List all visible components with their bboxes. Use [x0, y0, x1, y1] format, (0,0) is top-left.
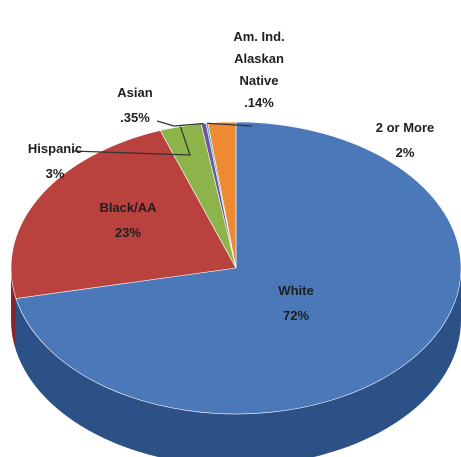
slice-label-line: Native [239, 73, 278, 88]
pie-side-0 [15, 268, 461, 457]
slice-label-line: 23% [115, 225, 141, 240]
slice-label-line: .35% [120, 110, 150, 125]
slice-label-line: 72% [283, 308, 309, 323]
label-group: White 72% Black/AA 23% Hispanic 3% Asian .35% Am… [28, 29, 434, 323]
leader-line-group [71, 120, 253, 156]
slice-label-4: Am. Ind. Alaskan Native .14% [233, 29, 284, 110]
slice-label-line: Black/AA [99, 200, 157, 215]
pie-slice-0 [15, 121, 461, 415]
slice-label-line: Alaskan [234, 51, 284, 66]
pie-top-group [10, 121, 461, 415]
slice-label-5: 2 or More 2% [376, 120, 435, 160]
slice-label-line: 2% [396, 145, 415, 160]
slice-label-3: Asian .35% [117, 85, 152, 125]
slice-label-line: .14% [244, 95, 274, 110]
leader-line-2 [206, 122, 253, 127]
slice-label-line: 3% [46, 166, 65, 181]
pie-side-group [11, 268, 461, 457]
slice-label-0: White 72% [278, 283, 313, 323]
slice-label-line: 2 or More [376, 120, 435, 135]
slice-label-line: Asian [117, 85, 152, 100]
slice-label-line: Hispanic [28, 141, 82, 156]
leader-line-0 [71, 126, 191, 156]
slice-label-2: Hispanic 3% [28, 141, 82, 181]
slice-label-line: White [278, 283, 313, 298]
pie-slice-1 [10, 130, 237, 299]
slice-label-1: Black/AA 23% [99, 200, 157, 240]
pie-side-1 [11, 268, 16, 351]
slice-label-line: Am. Ind. [233, 29, 284, 44]
leader-line-1 [156, 120, 204, 127]
